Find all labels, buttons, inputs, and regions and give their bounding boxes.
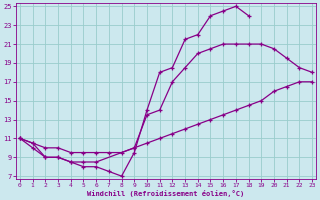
X-axis label: Windchill (Refroidissement éolien,°C): Windchill (Refroidissement éolien,°C) — [87, 190, 245, 197]
